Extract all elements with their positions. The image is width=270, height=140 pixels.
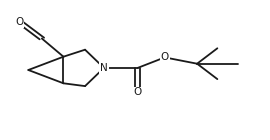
- Text: N: N: [100, 63, 108, 73]
- Text: O: O: [161, 52, 169, 62]
- Text: O: O: [15, 17, 23, 27]
- Text: O: O: [134, 87, 142, 97]
